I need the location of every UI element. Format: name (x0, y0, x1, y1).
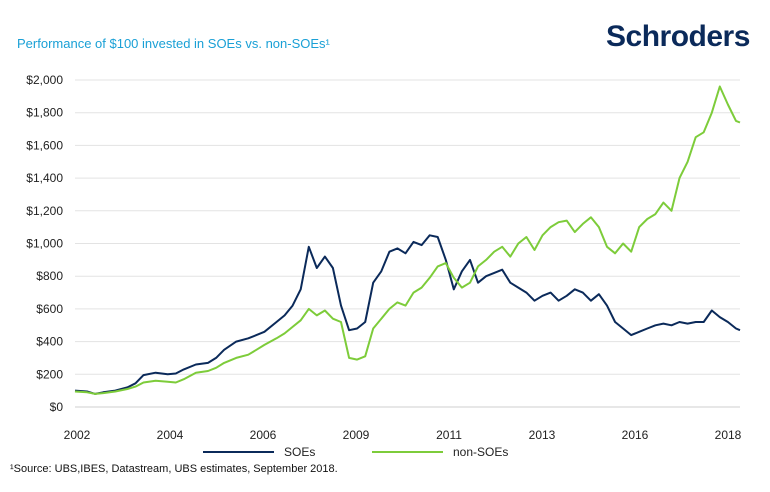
x-tick-label: 2018 (715, 428, 742, 442)
x-tick-label: 2009 (343, 428, 370, 442)
y-tick-label: $0 (50, 400, 64, 414)
series-lines (74, 85, 741, 395)
schroders-logo: Schroders (606, 20, 750, 53)
y-tick-label: $1,600 (26, 138, 63, 152)
gridlines (75, 79, 740, 408)
y-tick-label: $800 (36, 269, 63, 283)
y-tick-label: $1,200 (26, 204, 63, 218)
x-tick-label: 2004 (157, 428, 184, 442)
chart-title: Performance of $100 invested in SOEs vs.… (17, 36, 330, 51)
legend-label: SOEs (284, 445, 315, 459)
soe-series-line (74, 234, 741, 395)
x-axis-tick-labels: 2002 2004 2006 2009 2011 2013 2016 2018 (64, 428, 742, 442)
source-note: ¹Source: UBS,IBES, Datastream, UBS estim… (10, 463, 338, 475)
legend-label: non-SOEs (453, 445, 508, 459)
x-tick-label: 2002 (64, 428, 91, 442)
y-tick-label: $400 (36, 335, 63, 349)
y-tick-label: $1,000 (26, 237, 63, 251)
x-tick-label: 2006 (250, 428, 277, 442)
non-soe-series-line (74, 85, 741, 395)
y-axis-tick-labels: $0 $200 $400 $600 $800 $1,000 $1,200 $1,400 $1,6… (26, 73, 63, 414)
x-tick-label: 2016 (622, 428, 649, 442)
y-tick-label: $2,000 (26, 73, 63, 87)
y-tick-label: $1,800 (26, 106, 63, 120)
x-tick-label: 2011 (436, 428, 462, 442)
legend: SOEs non-SOEs (203, 445, 508, 459)
x-tick-label: 2013 (529, 428, 556, 442)
y-tick-label: $1,400 (26, 171, 63, 185)
y-tick-label: $600 (36, 302, 63, 316)
y-tick-label: $200 (36, 367, 63, 381)
